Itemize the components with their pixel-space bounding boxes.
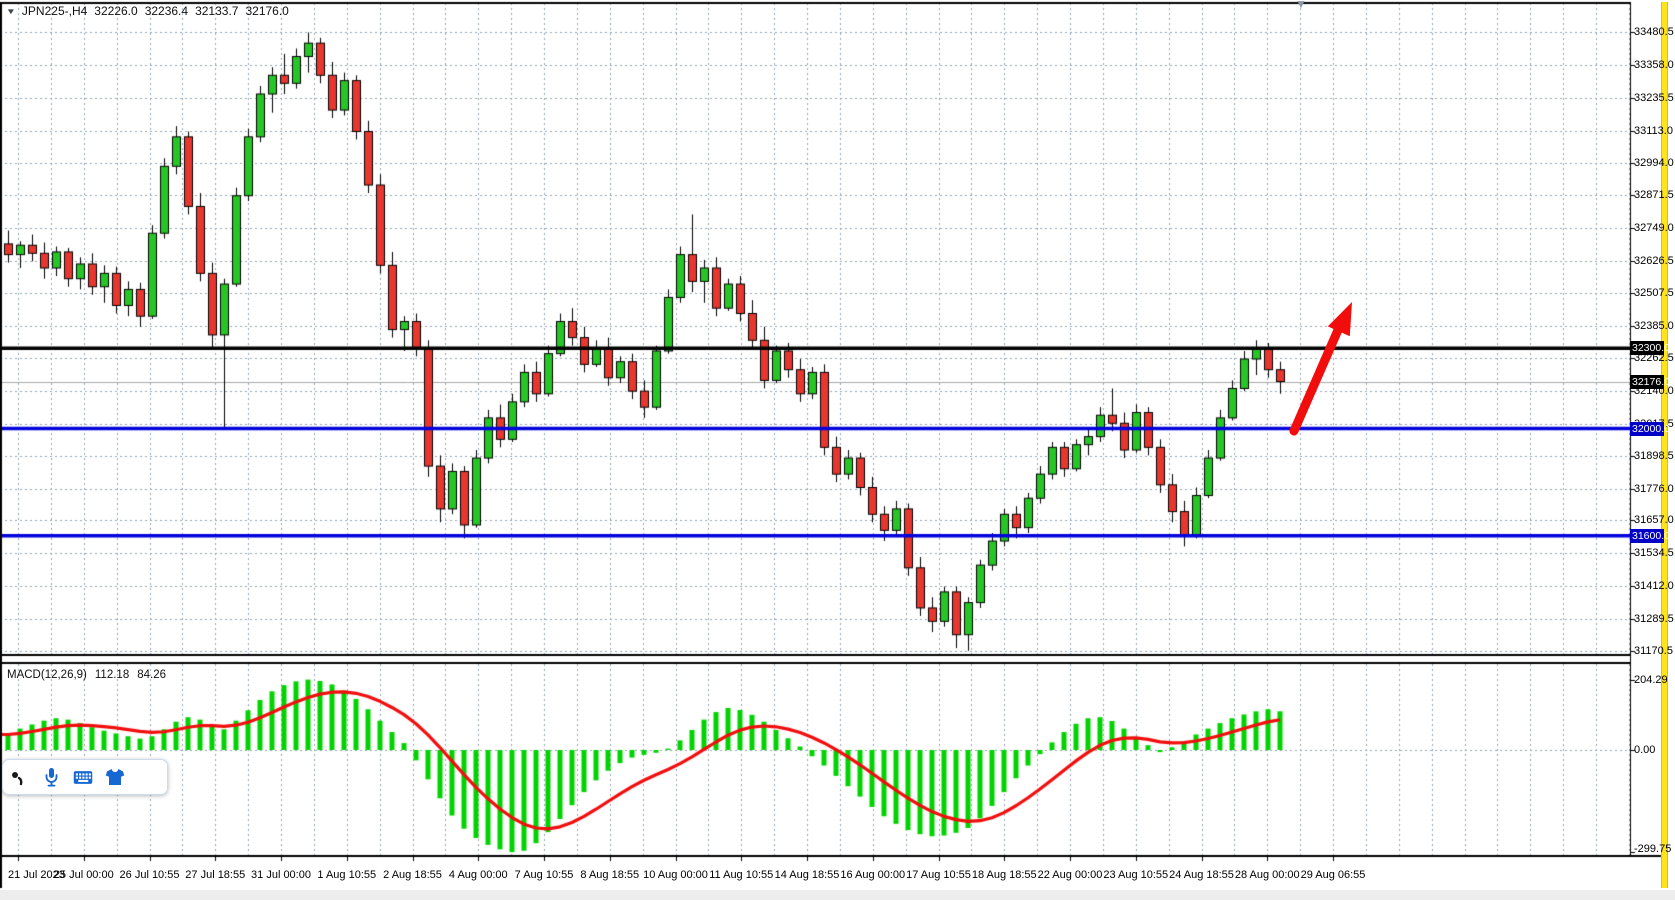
time-axis-label: 22 Aug 00:00 bbox=[1037, 869, 1103, 881]
time-axis-label: 10 Aug 00:00 bbox=[643, 869, 708, 881]
time-axis-label: 11 Aug 10:55 bbox=[709, 869, 774, 881]
bid-price-tag: 32176.0 bbox=[1630, 374, 1670, 389]
price-line-tag: 32300.0 bbox=[1630, 341, 1670, 356]
price-line-tag: 32000.0 bbox=[1630, 421, 1670, 436]
window-bottom-strip bbox=[0, 890, 1675, 900]
price-axis-label: 31534.5 bbox=[1634, 547, 1674, 560]
time-axis-label: 27 Jul 18:55 bbox=[185, 869, 246, 881]
price-axis-label: 33480.5 bbox=[1634, 26, 1674, 39]
price-axis-label: 31412.0 bbox=[1634, 580, 1674, 592]
time-axis-label: 14 Aug 18:55 bbox=[774, 869, 840, 881]
time-axis-label: 8 Aug 18:55 bbox=[580, 869, 640, 881]
time-axis-label: 28 Aug 00:00 bbox=[1234, 869, 1300, 881]
time-axis-label: 4 Aug 00:00 bbox=[448, 869, 508, 881]
price-axis-label: 31170.5 bbox=[1634, 644, 1673, 657]
indicator-macd-value: 112.18 bbox=[94, 669, 130, 681]
time-axis-label: 24 Aug 18:55 bbox=[1169, 869, 1234, 881]
symbol-dropdown-icon[interactable]: ▼ bbox=[5, 6, 17, 16]
ohlc-low: 32133.7 bbox=[195, 4, 239, 18]
keyboard-icon[interactable] bbox=[73, 766, 93, 788]
microphone-icon[interactable] bbox=[41, 766, 61, 788]
price-axis-label: 33358.0 bbox=[1634, 59, 1674, 72]
price-axis-label: 32507.5 bbox=[1634, 286, 1674, 299]
time-axis-label: 26 Jul 10:55 bbox=[119, 869, 180, 881]
time-axis-label: 18 Aug 18:55 bbox=[971, 869, 1037, 881]
macd-axis-label: -299.75 bbox=[1634, 843, 1672, 855]
price-axis-label: 32749.0 bbox=[1634, 222, 1674, 235]
time-axis-label: 21 Jul 2023 bbox=[8, 869, 65, 881]
price-line-tag: 31600.0 bbox=[1630, 528, 1670, 543]
ohlc-high: 32236.4 bbox=[144, 4, 189, 18]
macd-axis-label: 204.29 bbox=[1634, 673, 1668, 686]
price-axis-label: 32626.5 bbox=[1634, 254, 1674, 267]
ohlc-close: 32176.0 bbox=[245, 4, 289, 18]
floating-input-toolbar bbox=[2, 759, 168, 795]
price-axis-label: 31289.5 bbox=[1634, 612, 1674, 625]
price-axis-label: 31898.5 bbox=[1634, 449, 1674, 462]
symbol-timeframe: JPN225-,H4 bbox=[21, 4, 88, 18]
axis-highlight-strip bbox=[1661, 2, 1668, 888]
time-axis-label: 31 Jul 00:00 bbox=[251, 869, 311, 881]
time-axis-label: 23 Aug 10:55 bbox=[1103, 869, 1169, 881]
price-axis-label: 32994.0 bbox=[1634, 156, 1674, 169]
time-axis-label: 29 Aug 06:55 bbox=[1300, 869, 1366, 881]
time-axis-label: 1 Aug 10:55 bbox=[317, 869, 377, 881]
indicator-label: MACD(12,26,9) 112.18 84.26 bbox=[7, 669, 166, 681]
indicator-signal-value: 84.26 bbox=[137, 669, 166, 681]
indicator-name: MACD(12,26,9) bbox=[7, 669, 87, 681]
chart-shift-marker-icon[interactable]: ▼ bbox=[1295, 0, 1307, 11]
macd-axis-label: 0.00 bbox=[1634, 744, 1656, 756]
time-axis-label: 17 Aug 10:55 bbox=[906, 869, 971, 881]
ohlc-open: 32226.0 bbox=[94, 4, 138, 18]
time-axis-label: 25 Jul 00:00 bbox=[53, 869, 114, 881]
time-axis-label: 7 Aug 10:55 bbox=[514, 869, 574, 881]
time-axis-label: 16 Aug 00:00 bbox=[840, 869, 906, 881]
pen-icon[interactable] bbox=[9, 766, 29, 788]
price-axis-label: 31776.0 bbox=[1634, 482, 1674, 495]
price-axis-label: 32385.0 bbox=[1634, 319, 1674, 332]
chart-title-bar: ▼ JPN225-,H4 32226.0 32236.4 32133.7 321… bbox=[5, 4, 289, 18]
price-axis-label: 33113.0 bbox=[1634, 124, 1673, 137]
price-axis-label: 33235.5 bbox=[1634, 91, 1674, 104]
tshirt-icon[interactable] bbox=[105, 766, 125, 788]
time-axis-label: 2 Aug 18:55 bbox=[383, 869, 442, 881]
price-axis-label: 32871.5 bbox=[1634, 189, 1674, 202]
apps-grid-icon[interactable] bbox=[137, 766, 157, 788]
price-axis-label: 32262.5 bbox=[1634, 352, 1674, 365]
price-axis-label: 31657.0 bbox=[1634, 514, 1674, 527]
